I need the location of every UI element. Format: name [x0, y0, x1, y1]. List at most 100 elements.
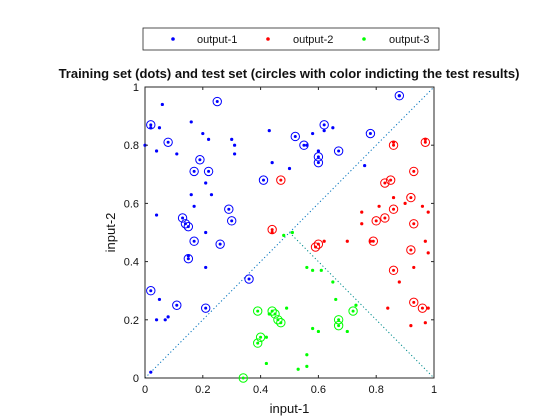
training-point-output-1: [267, 129, 271, 133]
test-point-dot-output-1: [316, 155, 320, 159]
legend-entry-output-3: output-3: [362, 34, 429, 46]
training-point-output-1: [316, 149, 320, 153]
test-point-dot-output-1: [186, 225, 190, 229]
training-point-output-1: [363, 163, 367, 168]
test-point-dot-output-3: [351, 309, 355, 313]
test-point-ring-output-1: [244, 274, 254, 284]
test-point-dot-output-1: [192, 239, 196, 243]
test-point-ring-output-1: [212, 96, 222, 107]
test-point-dot-output-2: [392, 207, 396, 211]
test-point-ring-output-1: [333, 146, 344, 156]
training-point-output-2: [426, 210, 430, 214]
test-point-dot-output-2: [383, 181, 387, 185]
training-point-output-2: [412, 265, 416, 270]
training-point-output-3: [305, 265, 309, 270]
training-point-output-3: [345, 329, 349, 334]
test-point-ring-output-2: [420, 137, 431, 147]
test-point-dot-output-1: [175, 303, 179, 307]
training-point-output-3: [316, 329, 320, 334]
test-point-ring-output-1: [195, 155, 205, 165]
legend-box: [142, 27, 440, 51]
legend-label-output-2: output-2: [293, 34, 333, 46]
test-point-ring-output-1: [180, 219, 191, 229]
test-point-ring-output-2: [406, 192, 416, 203]
x-tick-label: 0.4: [253, 384, 268, 396]
training-point-output-1: [163, 318, 167, 322]
training-point-output-1: [209, 193, 214, 197]
test-point-dot-output-1: [218, 242, 222, 246]
test-point-ring-output-3: [267, 306, 277, 316]
training-point-output-1: [201, 131, 205, 136]
test-point-dot-output-1: [149, 289, 153, 293]
test-point-ring-output-1: [290, 131, 300, 142]
legend-label-output-3: output-3: [389, 34, 429, 46]
test-point-ring-output-2: [417, 303, 428, 313]
test-point-ring-output-2: [388, 140, 399, 150]
x-tick-label: 0.8: [369, 384, 384, 396]
test-point-dot-output-3: [273, 312, 277, 316]
test-point-ring-output-1: [163, 137, 173, 147]
test-point-ring-output-2: [388, 265, 399, 276]
chart-title: Training set (dots) and test set (circle…: [59, 66, 520, 81]
x-tick-label: 0.6: [311, 384, 326, 396]
test-point-dot-output-1: [204, 306, 208, 310]
training-point-output-3: [331, 280, 335, 284]
test-point-ring-output-1: [146, 120, 156, 130]
test-point-dot-output-1: [316, 161, 320, 165]
test-point-dot-output-3: [259, 335, 263, 339]
test-point-ring-output-1: [258, 175, 269, 185]
training-point-output-1: [331, 126, 335, 130]
test-point-ring-output-1: [224, 204, 234, 214]
test-point-dot-output-2: [409, 196, 413, 200]
training-point-output-1: [157, 297, 162, 302]
training-point-output-2: [391, 195, 396, 200]
test-point-dot-output-2: [383, 216, 387, 220]
axis-ticks: 00 0.2 0.2 0.4 0.4 0.6 0.6 0.8 0.8 1 1: [124, 82, 437, 396]
test-point-dot-output-1: [166, 140, 170, 144]
training-point-output-2: [377, 204, 381, 208]
test-point-ring-output-3: [348, 306, 358, 316]
test-point-dot-output-1: [293, 134, 297, 138]
training-point-output-2: [322, 239, 326, 243]
test-point-ring-output-3: [333, 315, 344, 325]
test-point-ring-output-3: [253, 306, 263, 316]
test-point-ring-output-3: [255, 332, 266, 342]
test-point-dot-output-1: [302, 143, 306, 147]
training-point-output-1: [232, 152, 237, 156]
training-point-output-3: [319, 268, 323, 272]
test-point-dot-output-1: [397, 94, 401, 98]
training-point-output-1: [166, 315, 170, 319]
test-point-dot-output-2: [412, 300, 416, 304]
training-point-output-2: [403, 201, 407, 205]
test-point-dot-output-1: [368, 132, 372, 136]
test-point-dot-output-3: [279, 321, 283, 325]
legend-label-output-1: output-1: [197, 34, 237, 46]
training-point-output-3: [311, 268, 315, 272]
training-point-output-3: [305, 353, 309, 357]
training-point-output-1: [311, 131, 315, 136]
test-point-ring-output-3: [270, 309, 280, 319]
test-point-dot-output-2: [412, 222, 416, 226]
training-point-output-1: [192, 204, 196, 208]
test-point-dot-output-1: [227, 207, 231, 211]
test-point-dot-output-2: [409, 248, 413, 252]
test-point-ring-output-3: [276, 318, 286, 328]
test-point-dot-output-3: [337, 324, 341, 328]
test-point-dot-output-1: [207, 169, 211, 173]
test-point-ring-output-1: [299, 140, 309, 150]
training-point-output-1: [160, 102, 164, 107]
training-point-output-2: [426, 306, 430, 310]
test-point-dot-output-2: [392, 268, 396, 272]
test-point-dot-output-1: [149, 123, 153, 127]
test-point-ring-output-2: [380, 178, 390, 188]
training-point-output-3: [285, 306, 289, 310]
test-point-ring-output-1: [394, 91, 405, 101]
training-point-output-2: [420, 204, 425, 208]
training-point-output-1: [154, 318, 159, 322]
test-point-dot-output-2: [374, 219, 378, 223]
x-tick-label: 0.2: [195, 384, 210, 396]
test-point-ring-output-1: [227, 216, 237, 226]
test-point-dot-output-1: [261, 178, 265, 182]
test-point-ring-output-3: [333, 320, 344, 331]
test-point-dot-output-1: [181, 216, 185, 220]
